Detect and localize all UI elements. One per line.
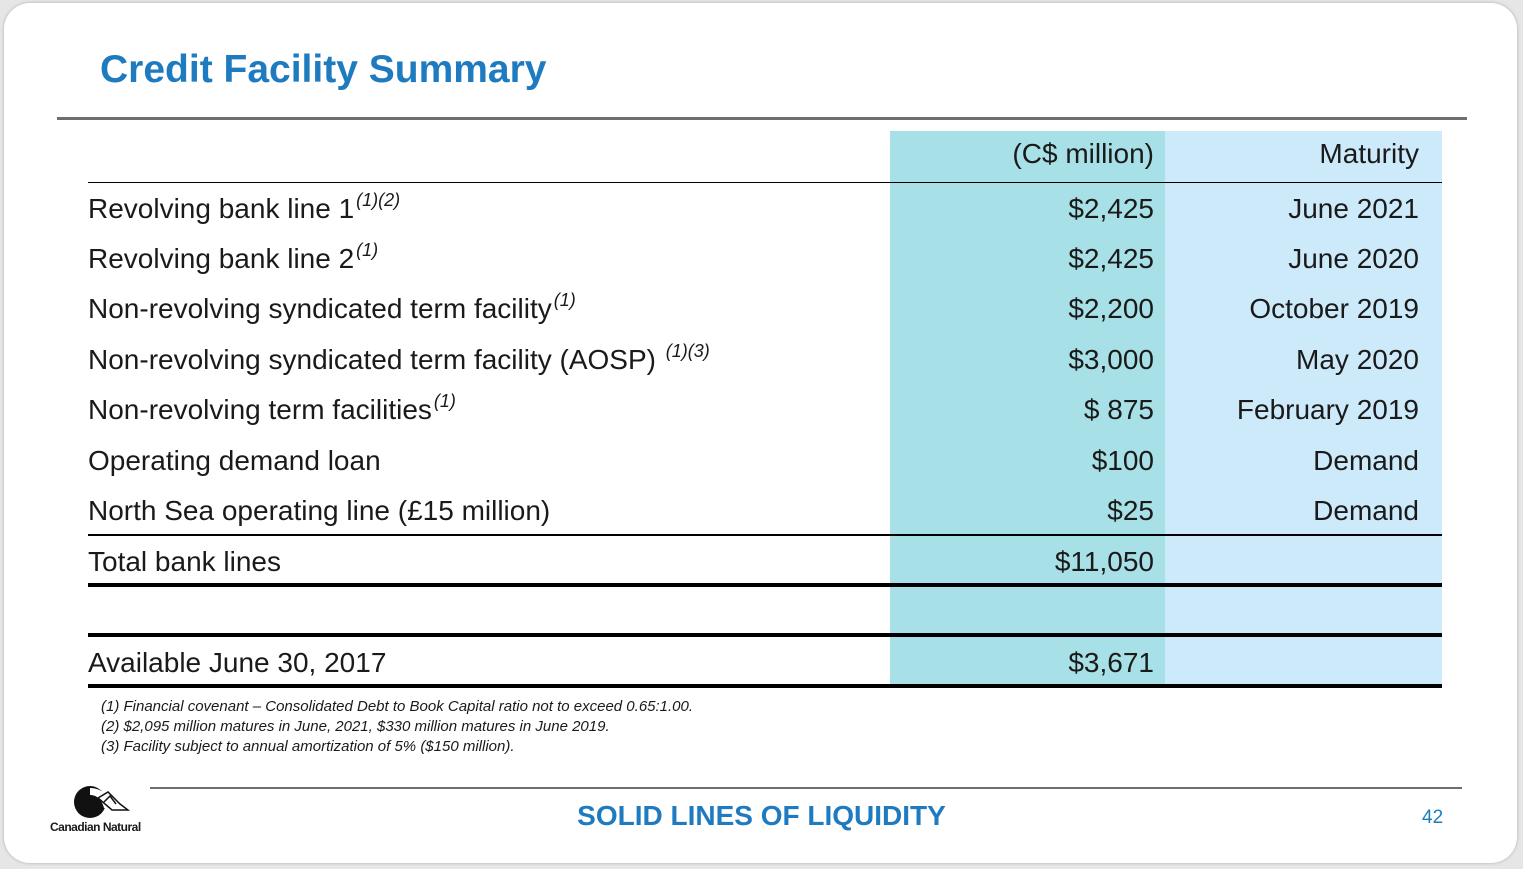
available-top-rule <box>88 633 1442 637</box>
row-maturity: Demand <box>1313 445 1419 476</box>
row-amount: $2,425 <box>1068 243 1154 274</box>
total-bottom-rule <box>88 583 1442 587</box>
row-label: North Sea operating line (£15 million) <box>88 495 551 526</box>
title-divider <box>57 117 1467 120</box>
total-top-rule <box>88 534 1442 536</box>
total-row: Total bank lines $11,050 <box>88 537 1442 587</box>
table-row: Non-revolving syndicated term facility (1… <box>88 284 1442 334</box>
row-maturity: May 2020 <box>1296 344 1419 375</box>
table-bottom-rule <box>88 684 1442 688</box>
footnote-ref: (1)(3) <box>665 341 710 361</box>
total-label: Total bank lines <box>88 546 282 577</box>
footnote-ref: (1) <box>433 391 456 411</box>
row-label: Revolving bank line 1 (1)(2) <box>88 190 401 224</box>
row-maturity: June 2021 <box>1288 193 1419 224</box>
row-amount: $2,425 <box>1068 193 1154 224</box>
maturity-column-header: Maturity <box>1319 138 1419 169</box>
table-row: Non-revolving syndicated term facility (… <box>88 335 1442 385</box>
available-amount: $3,671 <box>1068 647 1154 678</box>
footnote-ref: (1)(2) <box>356 190 401 210</box>
table-row: North Sea operating line (£15 million) $… <box>88 486 1442 536</box>
table-row: Non-revolving term facilities (1) $ 875 F… <box>88 385 1442 435</box>
footnote: (3) Facility subject to annual amortizat… <box>101 738 515 755</box>
logo-text: Canadian Natural <box>50 820 141 834</box>
available-label: Available June 30, 2017 <box>88 647 387 678</box>
table-row: Operating demand loan $100 Demand <box>88 436 1442 486</box>
row-label: Non-revolving term facilities (1) <box>88 391 456 425</box>
footnote: (1) Financial covenant – Consolidated De… <box>101 698 694 715</box>
row-maturity: June 2020 <box>1288 243 1419 274</box>
row-amount: $100 <box>1091 445 1154 476</box>
row-label: Revolving bank line 2 (1) <box>88 240 379 274</box>
row-label: Operating demand loan <box>88 445 381 476</box>
header-rule <box>88 182 1442 183</box>
company-logo: Canadian Natural <box>48 784 158 840</box>
table-row: Revolving bank line 1 (1)(2) $2,425 June … <box>88 184 1442 234</box>
row-amount: $ 875 <box>1083 394 1154 425</box>
table-row: Revolving bank line 2 (1) $2,425 June 202… <box>88 234 1442 284</box>
row-maturity: Demand <box>1313 495 1419 526</box>
footnote-ref: (1) <box>553 290 576 310</box>
maturity-column-background <box>1165 131 1442 685</box>
footnote: (2) $2,095 million matures in June, 2021… <box>101 718 610 735</box>
footer-tagline: SOLID LINES OF LIQUIDITY <box>577 800 946 831</box>
available-row: Available June 30, 2017 $3,671 <box>88 638 1442 688</box>
page-title: Credit Facility Summary <box>100 48 547 91</box>
footnotes: (1) Financial covenant – Consolidated De… <box>101 697 693 757</box>
page-number: 42 <box>1422 807 1444 828</box>
row-maturity: February 2019 <box>1236 394 1419 425</box>
amount-column-header: (C$ million) <box>1012 138 1154 169</box>
row-label: Non-revolving syndicated term facility (1… <box>88 290 576 324</box>
row-amount: $2,200 <box>1068 293 1154 324</box>
row-maturity: October 2019 <box>1249 293 1419 324</box>
total-amount: $11,050 <box>1054 546 1154 577</box>
logo-mark-icon <box>74 786 130 818</box>
footer-divider <box>150 787 1462 789</box>
row-amount: $3,000 <box>1068 344 1154 375</box>
row-label: Non-revolving syndicated term facility (… <box>88 341 710 375</box>
amount-column-background <box>890 131 1165 685</box>
row-amount: $25 <box>1107 495 1154 526</box>
footnote-ref: (1) <box>356 240 379 260</box>
